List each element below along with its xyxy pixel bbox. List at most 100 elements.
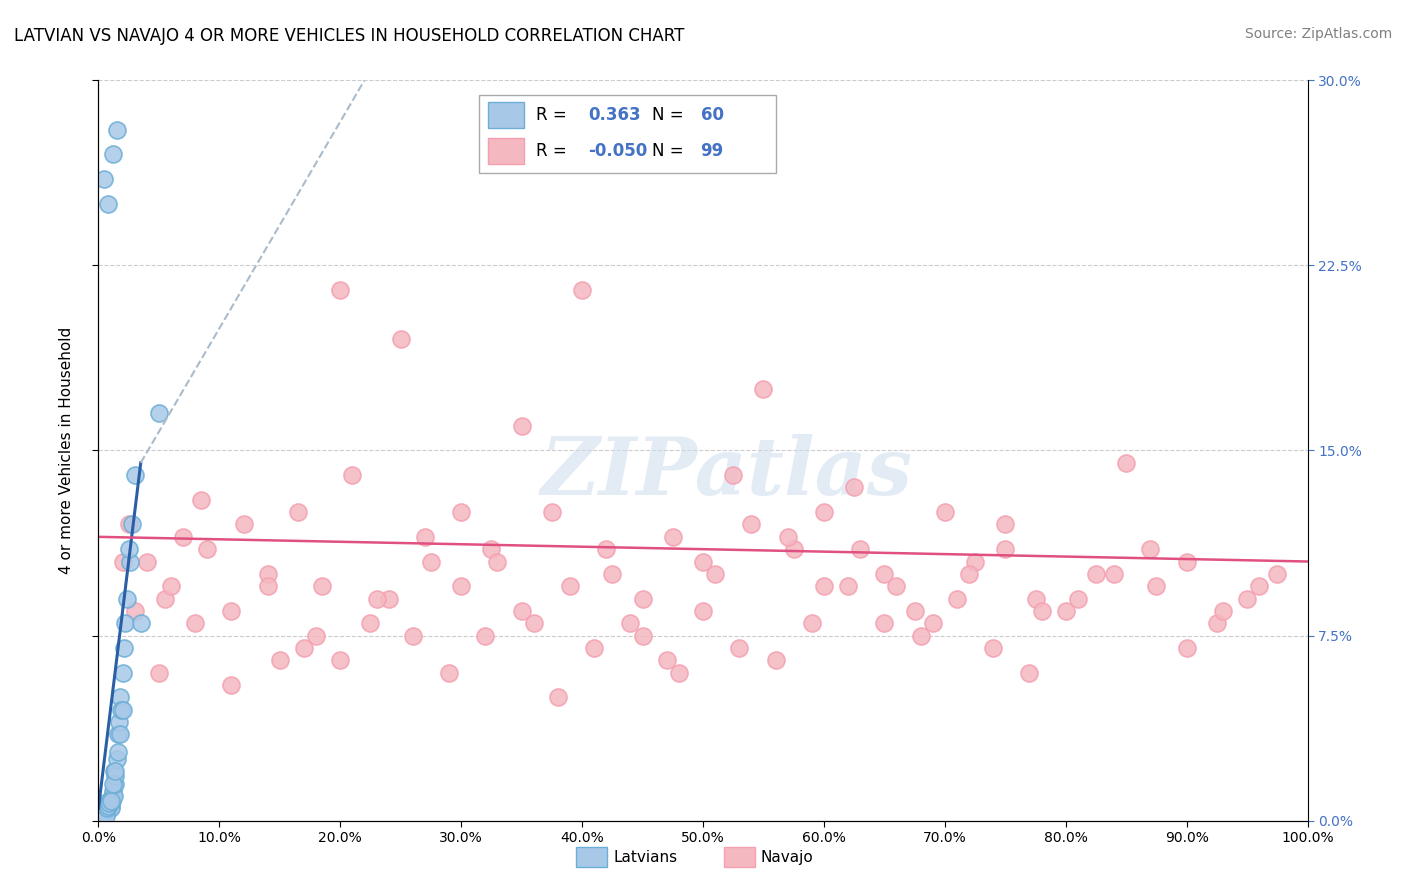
Point — [1175, 554, 1198, 569]
Point — [91, 806, 114, 821]
Point — [98, 797, 121, 811]
Point — [108, 714, 131, 729]
Point — [121, 517, 143, 532]
Point — [184, 616, 207, 631]
Point — [153, 591, 176, 606]
Point — [89, 806, 111, 821]
Point — [1031, 604, 1053, 618]
Point — [910, 628, 932, 642]
Point — [946, 591, 969, 606]
Point — [104, 776, 127, 791]
Text: 99: 99 — [700, 142, 724, 160]
Point — [1139, 542, 1161, 557]
Point — [112, 640, 135, 655]
Point — [90, 798, 112, 813]
Point — [269, 653, 291, 667]
Point — [100, 794, 122, 808]
Point — [474, 628, 496, 642]
Point — [342, 468, 364, 483]
Point — [101, 784, 124, 798]
Text: Navajo: Navajo — [761, 850, 814, 864]
Point — [129, 616, 152, 631]
Point — [91, 806, 114, 821]
Point — [904, 604, 927, 618]
Point — [256, 579, 278, 593]
Point — [124, 468, 146, 483]
Point — [486, 554, 509, 569]
Point — [450, 579, 472, 593]
Point — [366, 591, 388, 606]
Point — [740, 517, 762, 532]
Point — [118, 554, 141, 569]
Point — [523, 616, 546, 631]
Point — [1067, 591, 1090, 606]
Point — [886, 579, 908, 593]
Point — [93, 806, 115, 821]
Point — [94, 797, 117, 811]
Text: LATVIAN VS NAVAJO 4 OR MORE VEHICLES IN HOUSEHOLD CORRELATION CHART: LATVIAN VS NAVAJO 4 OR MORE VEHICLES IN … — [14, 27, 685, 45]
Point — [98, 797, 121, 811]
Text: ZIPatlas: ZIPatlas — [541, 434, 914, 511]
Point — [571, 283, 593, 297]
Point — [413, 530, 436, 544]
Point — [844, 480, 866, 494]
Point — [221, 604, 243, 618]
Point — [97, 196, 120, 211]
Point — [107, 745, 129, 759]
Point — [190, 492, 212, 507]
Point — [437, 665, 460, 680]
Point — [103, 789, 125, 803]
Point — [1115, 456, 1137, 470]
Point — [305, 628, 328, 642]
Point — [160, 579, 183, 593]
Point — [311, 579, 333, 593]
Point — [108, 727, 131, 741]
Point — [631, 591, 654, 606]
Point — [96, 801, 118, 815]
Point — [135, 554, 157, 569]
Point — [89, 804, 111, 818]
Point — [97, 798, 120, 813]
Text: 60: 60 — [700, 106, 724, 125]
Point — [1054, 604, 1077, 618]
Point — [934, 505, 956, 519]
Point — [692, 604, 714, 618]
Point — [221, 678, 243, 692]
Point — [981, 640, 1004, 655]
Point — [172, 530, 194, 544]
Text: R =: R = — [536, 142, 567, 160]
Point — [1018, 665, 1040, 680]
Point — [583, 640, 606, 655]
Point — [329, 283, 352, 297]
FancyBboxPatch shape — [488, 138, 524, 164]
Point — [558, 579, 581, 593]
Text: 0.363: 0.363 — [588, 106, 641, 125]
Point — [96, 801, 118, 815]
Point — [662, 530, 685, 544]
Point — [800, 616, 823, 631]
Point — [765, 653, 787, 667]
Point — [957, 566, 980, 581]
Point — [965, 554, 987, 569]
Point — [595, 542, 617, 557]
Point — [377, 591, 399, 606]
Point — [1102, 566, 1125, 581]
Point — [90, 808, 112, 822]
Point — [813, 579, 835, 593]
Point — [111, 665, 134, 680]
Point — [692, 554, 714, 569]
Point — [118, 542, 141, 557]
Point — [105, 752, 128, 766]
Point — [97, 798, 120, 813]
Point — [450, 505, 472, 519]
Point — [93, 798, 115, 813]
Point — [90, 801, 112, 815]
Point — [728, 640, 751, 655]
Point — [1175, 640, 1198, 655]
Point — [104, 764, 127, 779]
FancyBboxPatch shape — [488, 103, 524, 128]
Point — [704, 566, 727, 581]
Point — [921, 616, 943, 631]
Point — [91, 801, 114, 815]
Point — [1236, 591, 1258, 606]
